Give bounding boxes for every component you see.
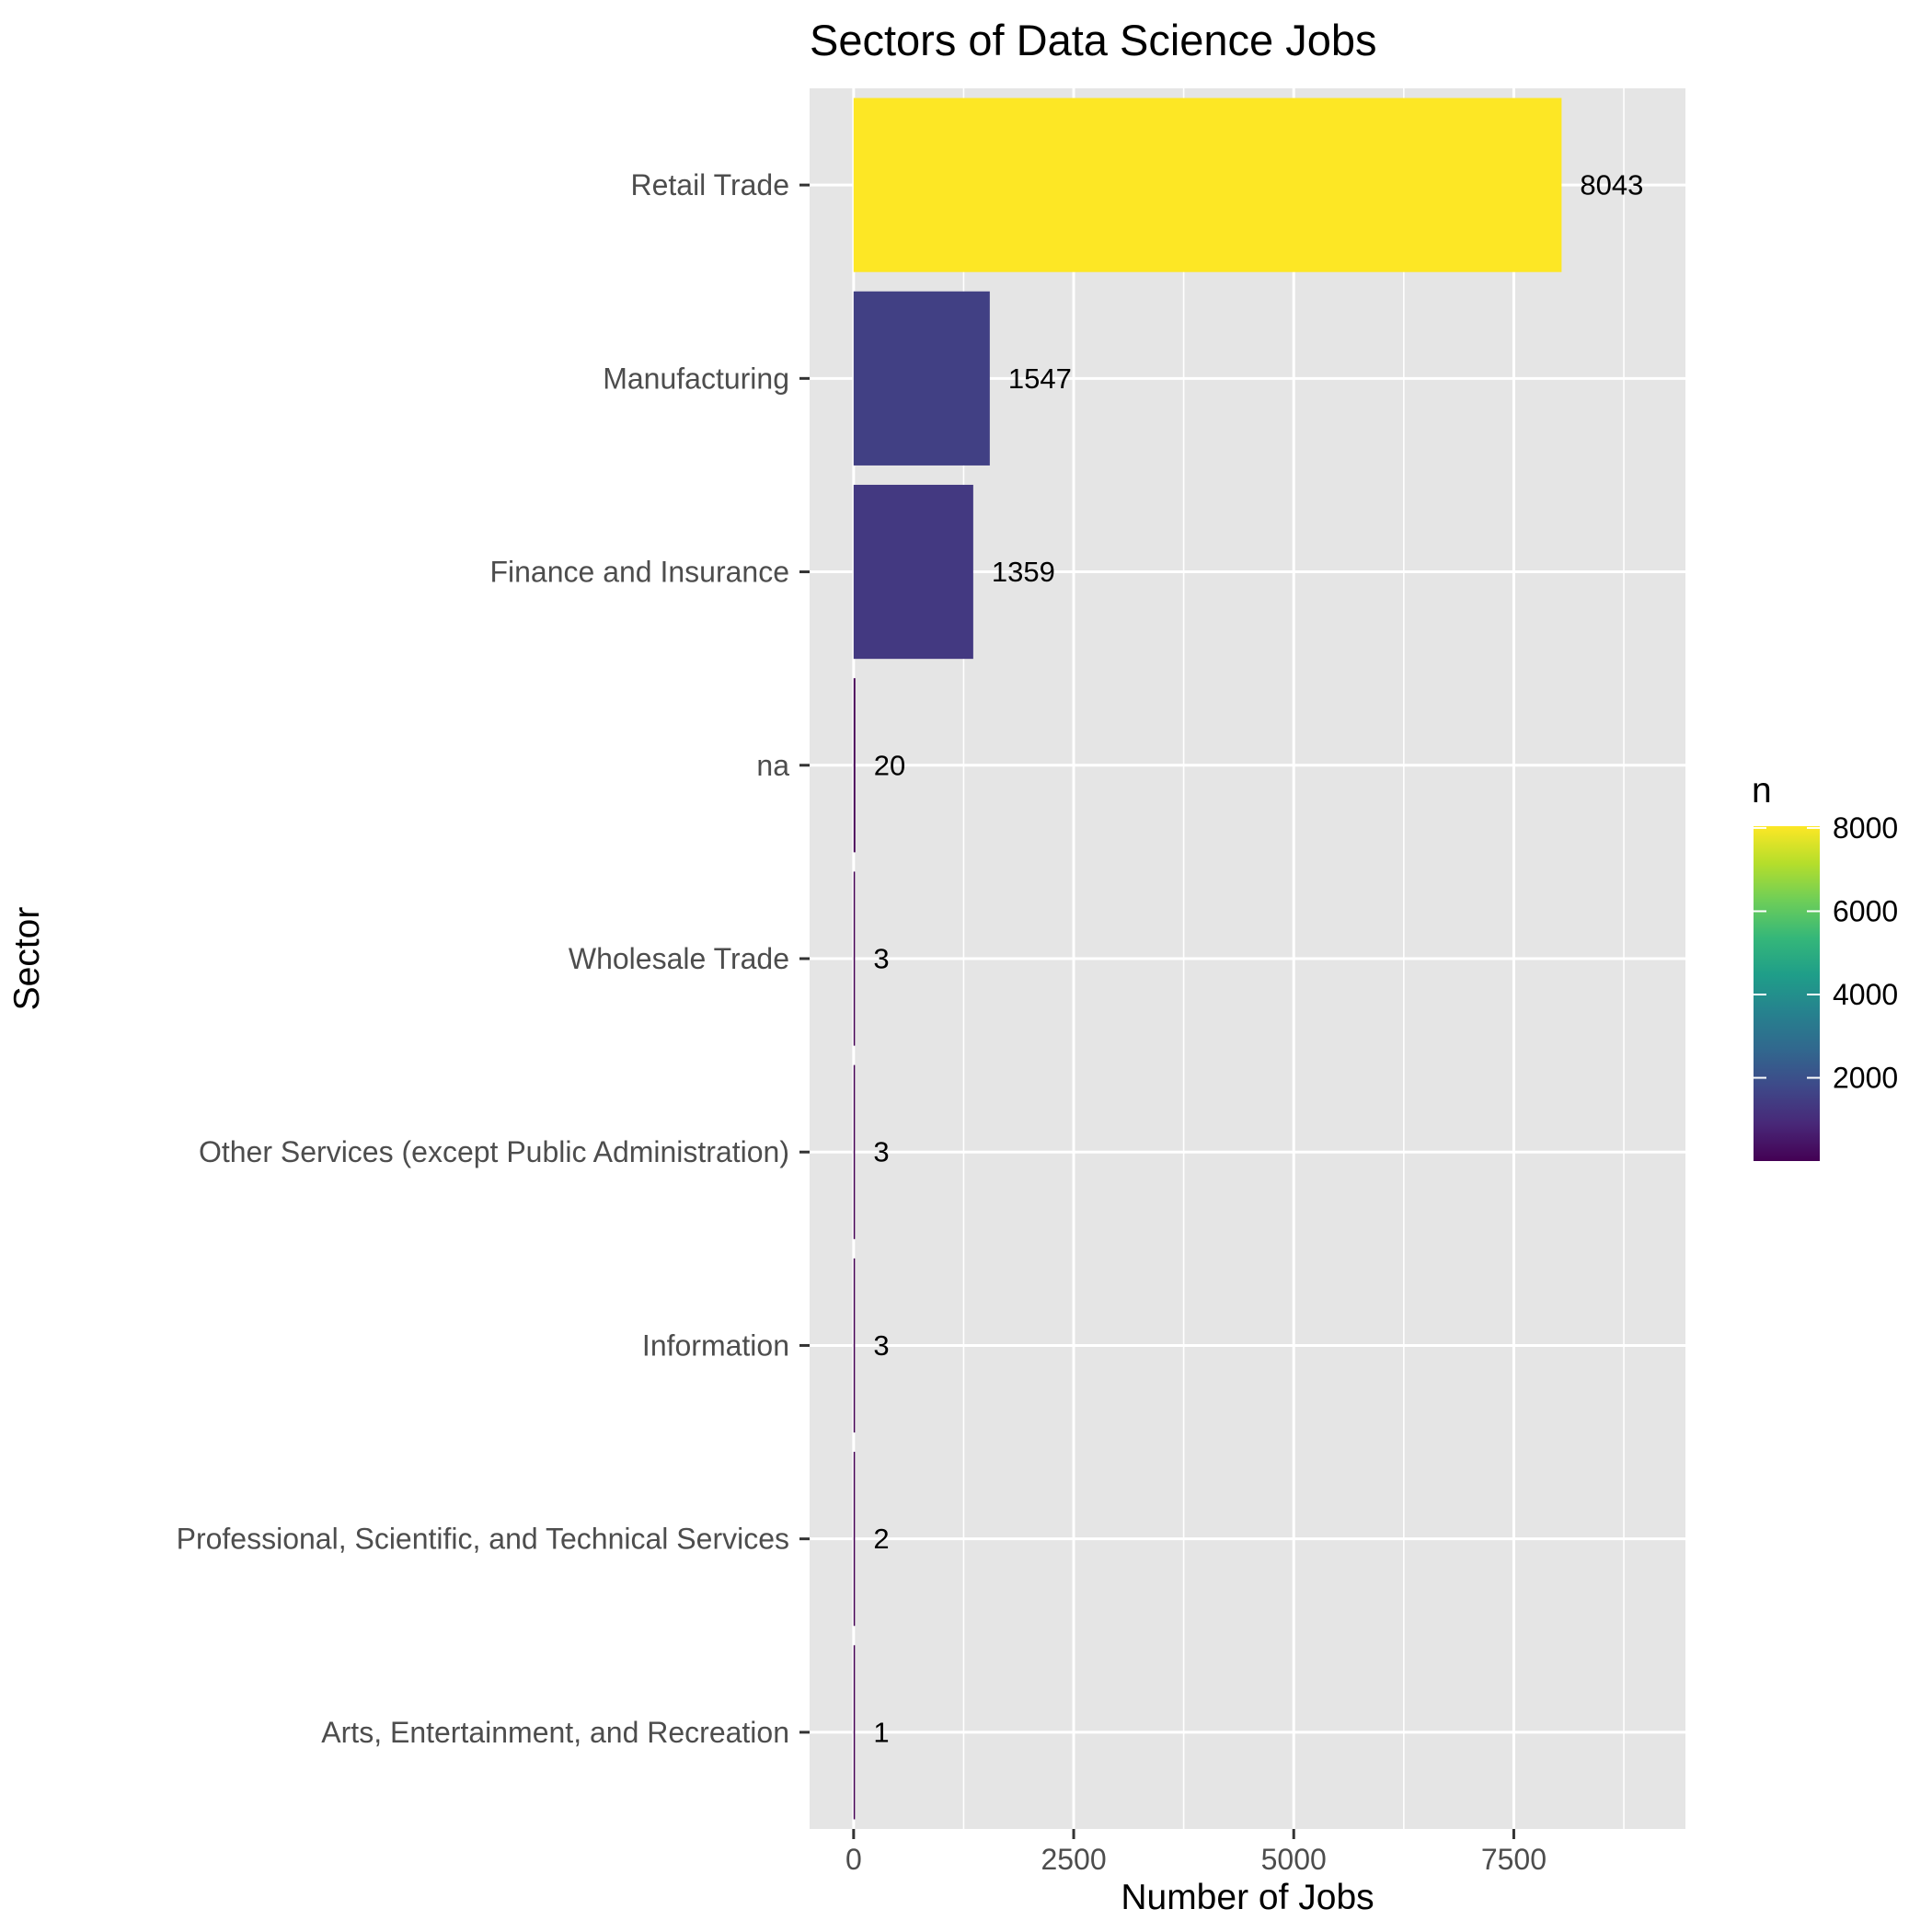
legend-tick-label: 8000	[1833, 811, 1898, 845]
bar-value-label: 1547	[1008, 362, 1072, 395]
color-legend: n 2000 4000 6000 8000	[1752, 771, 1898, 1161]
bars	[853, 98, 1562, 1820]
data-labels: 8043 1547 1359 20 3 3 3 2 1	[873, 169, 1643, 1749]
y-tick-label: Information	[642, 1328, 789, 1362]
bar-value-label: 20	[874, 749, 905, 781]
bar	[853, 1645, 856, 1820]
bar	[853, 678, 856, 853]
y-tick-label: Retail Trade	[630, 168, 789, 201]
bar-value-label: 2	[873, 1523, 889, 1555]
y-axis: Retail Trade Manufacturing Finance and Ins…	[177, 168, 810, 1749]
x-tick-label: 0	[845, 1843, 862, 1876]
bar-value-label: 3	[873, 943, 889, 975]
bar	[853, 98, 1562, 272]
bar	[853, 1064, 856, 1239]
bar-value-label: 3	[873, 1329, 889, 1362]
x-tick-label: 2500	[1041, 1843, 1106, 1876]
bar-value-label: 3	[873, 1136, 889, 1168]
x-tick-label: 7500	[1481, 1843, 1547, 1876]
legend-tick-label: 4000	[1833, 978, 1898, 1011]
y-tick-label: Wholesale Trade	[569, 942, 789, 975]
bar	[853, 871, 856, 1046]
legend-tick-label: 6000	[1833, 894, 1898, 927]
y-tick-label: Professional, Scientific, and Technical …	[177, 1523, 789, 1556]
bar	[853, 291, 990, 466]
y-tick-label: na	[756, 749, 789, 782]
legend-title: n	[1752, 771, 1772, 811]
x-axis: 0 2500 5000 7500	[845, 1829, 1547, 1876]
legend-ticks: 2000 4000 6000 8000	[1754, 811, 1898, 1095]
x-axis-title: Number of Jobs	[1121, 1878, 1374, 1917]
bar-value-label: 1359	[992, 556, 1055, 588]
chart-title: Sectors of Data Science Jobs	[810, 16, 1377, 64]
y-tick-label: Arts, Entertainment, and Recreation	[321, 1716, 789, 1749]
legend-tick-label: 2000	[1833, 1062, 1898, 1095]
bar-value-label: 8043	[1580, 169, 1643, 201]
bar	[853, 1452, 856, 1627]
bar-value-label: 1	[873, 1716, 889, 1748]
y-tick-label: Finance and Insurance	[489, 556, 789, 589]
y-axis-title: Sector	[7, 907, 47, 1011]
y-tick-label: Other Services (except Public Administra…	[199, 1135, 789, 1168]
bar	[853, 1258, 856, 1433]
x-tick-label: 5000	[1261, 1843, 1327, 1876]
y-tick-label: Manufacturing	[603, 362, 789, 395]
bar	[853, 484, 973, 660]
